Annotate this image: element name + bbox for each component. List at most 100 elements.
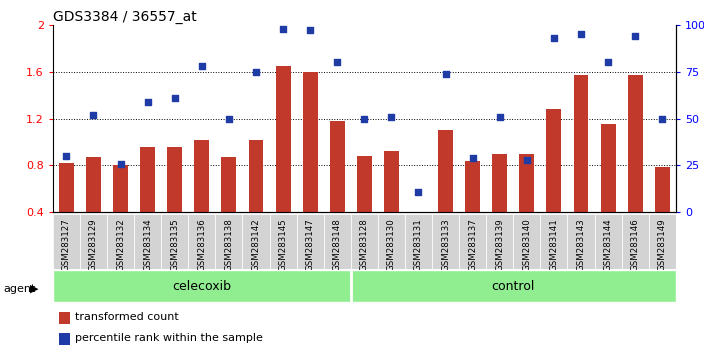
Bar (329, 121, 345, 259)
Bar (270, 214, 296, 269)
Bar (113, 165, 128, 259)
Point (358, 116, 370, 121)
Bar (107, 214, 134, 269)
Point (657, 116, 668, 121)
Text: GSM283141: GSM283141 (549, 218, 558, 271)
Bar (222, 157, 237, 259)
Text: GSM283136: GSM283136 (197, 218, 206, 271)
Point (386, 114, 397, 120)
Point (142, 99, 153, 104)
Point (169, 95, 180, 101)
Text: GSM283128: GSM283128 (360, 218, 369, 271)
Text: GSM283135: GSM283135 (170, 218, 180, 271)
Bar (161, 214, 188, 269)
Point (61, 153, 72, 159)
Bar (324, 214, 351, 269)
Bar (567, 214, 595, 269)
Bar (459, 214, 486, 269)
Bar (59, 312, 70, 324)
Bar (432, 214, 459, 269)
Bar (513, 214, 541, 269)
Point (467, 155, 478, 161)
Text: GSM283146: GSM283146 (631, 218, 640, 271)
Bar (520, 154, 534, 259)
Point (88, 112, 99, 118)
Point (440, 71, 451, 76)
Point (223, 116, 234, 121)
Text: GSM283131: GSM283131 (414, 218, 423, 271)
Bar (59, 333, 70, 345)
Bar (622, 214, 649, 269)
Point (332, 59, 343, 65)
Bar (249, 140, 263, 259)
Text: GSM283149: GSM283149 (658, 218, 667, 271)
Bar (541, 214, 567, 269)
Bar (351, 270, 676, 302)
Bar (53, 270, 351, 302)
Point (548, 35, 560, 41)
Bar (351, 214, 378, 269)
Text: GSM283145: GSM283145 (279, 218, 287, 271)
Text: GSM283140: GSM283140 (522, 218, 532, 271)
Point (115, 161, 126, 166)
Bar (296, 214, 324, 269)
Bar (275, 66, 291, 259)
Text: celecoxib: celecoxib (172, 280, 232, 293)
Bar (649, 214, 676, 269)
Text: agent: agent (4, 284, 36, 293)
Bar (59, 163, 74, 259)
Bar (357, 156, 372, 259)
Bar (168, 147, 182, 259)
Bar (134, 214, 161, 269)
Text: GSM283142: GSM283142 (251, 218, 260, 271)
Bar (194, 140, 209, 259)
Bar (242, 214, 270, 269)
Text: GSM283130: GSM283130 (387, 218, 396, 271)
Bar (595, 214, 622, 269)
Text: GSM283127: GSM283127 (62, 218, 71, 271)
Text: GSM283133: GSM283133 (441, 218, 450, 271)
Point (629, 33, 641, 39)
Point (251, 69, 262, 74)
Point (196, 63, 208, 69)
Text: GSM283132: GSM283132 (116, 218, 125, 271)
Bar (411, 212, 426, 259)
Point (277, 26, 289, 32)
Bar (188, 214, 215, 269)
Point (603, 59, 614, 65)
Text: GSM283139: GSM283139 (495, 218, 504, 271)
Bar (140, 147, 155, 259)
Text: GSM283143: GSM283143 (577, 218, 586, 271)
Text: GSM283148: GSM283148 (333, 218, 341, 271)
Bar (492, 154, 507, 259)
Text: GSM283137: GSM283137 (468, 218, 477, 271)
Point (494, 114, 505, 120)
Text: GSM283134: GSM283134 (143, 218, 152, 271)
Bar (378, 214, 405, 269)
Text: percentile rank within the sample: percentile rank within the sample (75, 333, 263, 343)
Bar (405, 214, 432, 269)
Point (575, 31, 586, 37)
Bar (86, 157, 101, 259)
Bar (628, 75, 643, 259)
Bar (601, 125, 615, 259)
Bar (438, 130, 453, 259)
Text: GSM283129: GSM283129 (89, 218, 98, 271)
Text: GSM283138: GSM283138 (225, 218, 234, 271)
Text: ▶: ▶ (30, 284, 38, 293)
Text: GSM283147: GSM283147 (306, 218, 315, 271)
Bar (384, 152, 399, 259)
Point (305, 28, 316, 33)
Point (413, 189, 424, 195)
Bar (546, 109, 561, 259)
Text: control: control (491, 280, 535, 293)
Bar (303, 72, 318, 259)
Bar (486, 214, 513, 269)
Bar (574, 75, 589, 259)
Bar (53, 214, 80, 269)
Text: GSM283144: GSM283144 (603, 218, 612, 271)
Point (521, 157, 532, 163)
Bar (465, 161, 480, 259)
Text: GDS3384 / 36557_at: GDS3384 / 36557_at (53, 10, 196, 24)
Text: transformed count: transformed count (75, 312, 178, 322)
